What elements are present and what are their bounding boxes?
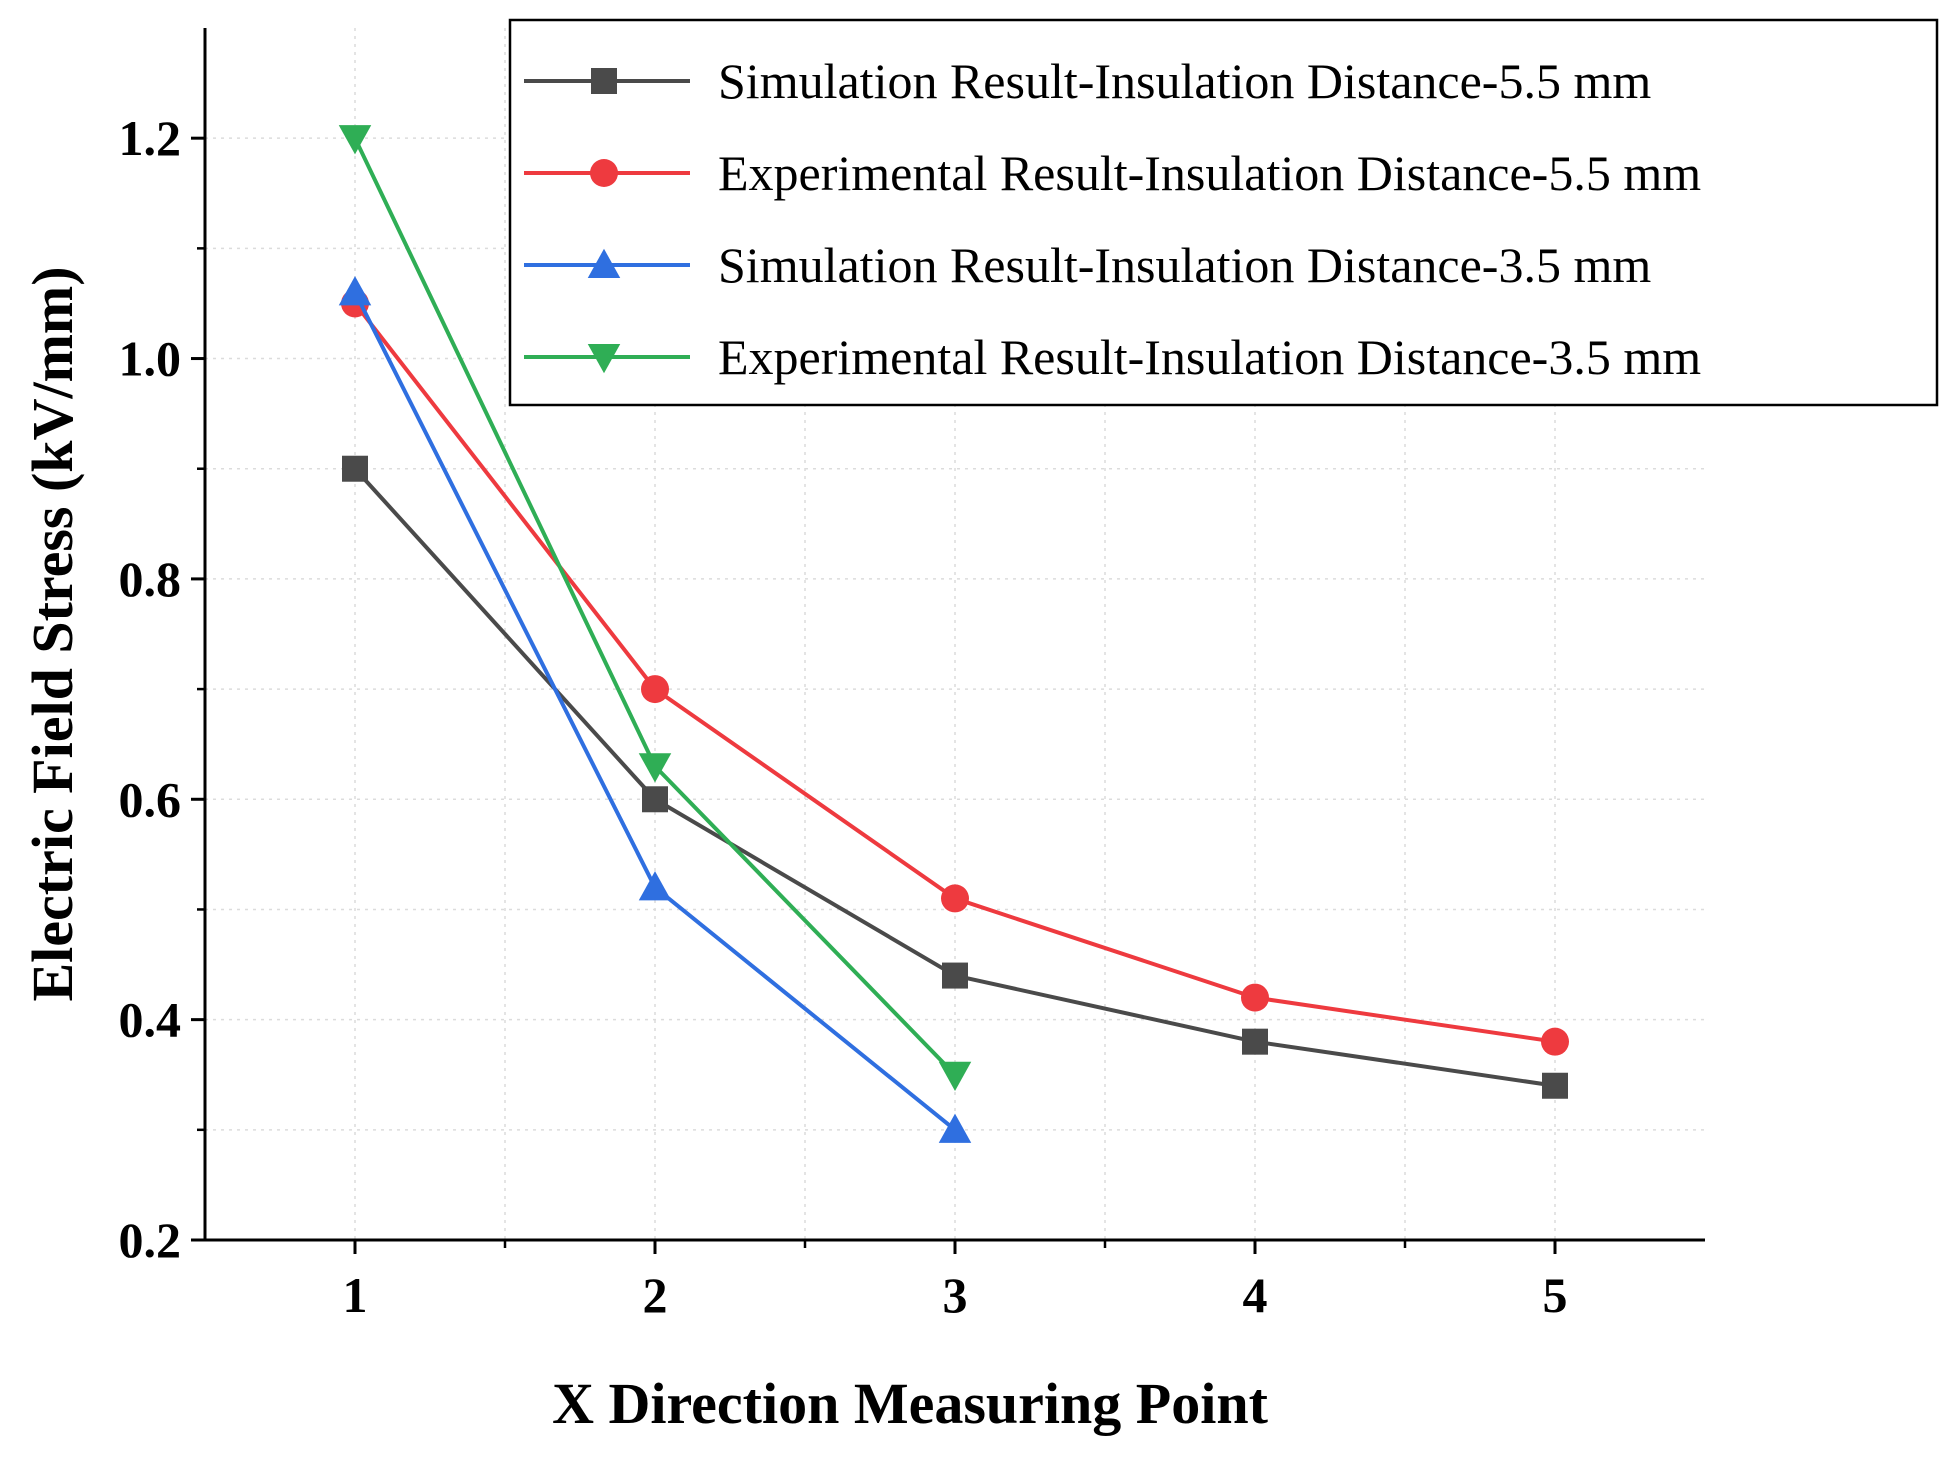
y-axis-title: Electric Field Stress (kV/mm) (20, 266, 85, 1001)
series-4 (338, 125, 972, 1091)
legend-entry: Experimental Result-Insulation Distance-… (524, 145, 1701, 201)
series-line (353, 467, 1556, 1088)
x-tick-label: 2 (643, 1267, 668, 1323)
x-axis-title: X Direction Measuring Point (552, 1371, 1268, 1436)
x-tick-label: 4 (1243, 1267, 1268, 1323)
legend-entry: Experimental Result-Insulation Distance-… (524, 329, 1701, 385)
data-point-circle (1241, 983, 1269, 1012)
legend-label: Experimental Result-Insulation Distance-… (718, 145, 1701, 201)
legend-entry: Simulation Result-Insulation Distance-5.… (524, 53, 1651, 109)
legend-label: Simulation Result-Insulation Distance-5.… (718, 53, 1651, 109)
data-point-square (342, 455, 368, 482)
data-point-triangle-down (338, 125, 372, 155)
data-point-triangle-up (938, 1113, 972, 1143)
series-1 (342, 455, 1568, 1099)
y-tick-label: 1.0 (119, 331, 182, 387)
series-lines (338, 125, 1569, 1143)
data-point-circle (1541, 1027, 1569, 1056)
x-tick-label: 5 (1543, 1267, 1568, 1323)
x-tick-label: 1 (343, 1267, 368, 1323)
data-point-triangle-down (938, 1061, 972, 1091)
y-tick-label: 0.8 (119, 551, 182, 607)
legend-box (508, 18, 1939, 407)
y-tick-label: 1.2 (119, 110, 182, 166)
legend-label: Experimental Result-Insulation Distance-… (718, 329, 1701, 385)
data-point-square (942, 962, 968, 989)
x-tick-label: 3 (943, 1267, 968, 1323)
legend-marker-circle (590, 159, 618, 187)
data-point-square (1542, 1072, 1568, 1099)
series-3 (338, 276, 972, 1143)
data-point-square (1242, 1028, 1268, 1055)
legend-entry: Simulation Result-Insulation Distance-3.… (524, 237, 1651, 293)
data-point-triangle-up (638, 871, 672, 901)
data-point-circle (641, 675, 669, 704)
y-tick-label: 0.6 (119, 771, 182, 827)
legend-marker-triangle-up (587, 248, 621, 278)
legend-label: Simulation Result-Insulation Distance-3.… (718, 237, 1651, 293)
y-tick-label: 0.2 (119, 1212, 182, 1268)
tick-marks (191, 136, 1557, 1254)
legend: Simulation Result-Insulation Distance-5.… (508, 18, 1939, 407)
data-point-square (642, 786, 668, 813)
data-point-triangle-down (638, 753, 672, 783)
legend-marker-triangle-down (587, 344, 621, 374)
legend-marker-square (591, 68, 617, 94)
data-point-triangle-up (338, 276, 372, 306)
data-point-circle (941, 884, 969, 913)
axis-labels: 0.2 0.4 0.6 0.8 1.0 1.2 1 2 3 4 5 X Direction Measu… (20, 110, 1568, 1436)
y-tick-label: 0.4 (119, 992, 182, 1048)
